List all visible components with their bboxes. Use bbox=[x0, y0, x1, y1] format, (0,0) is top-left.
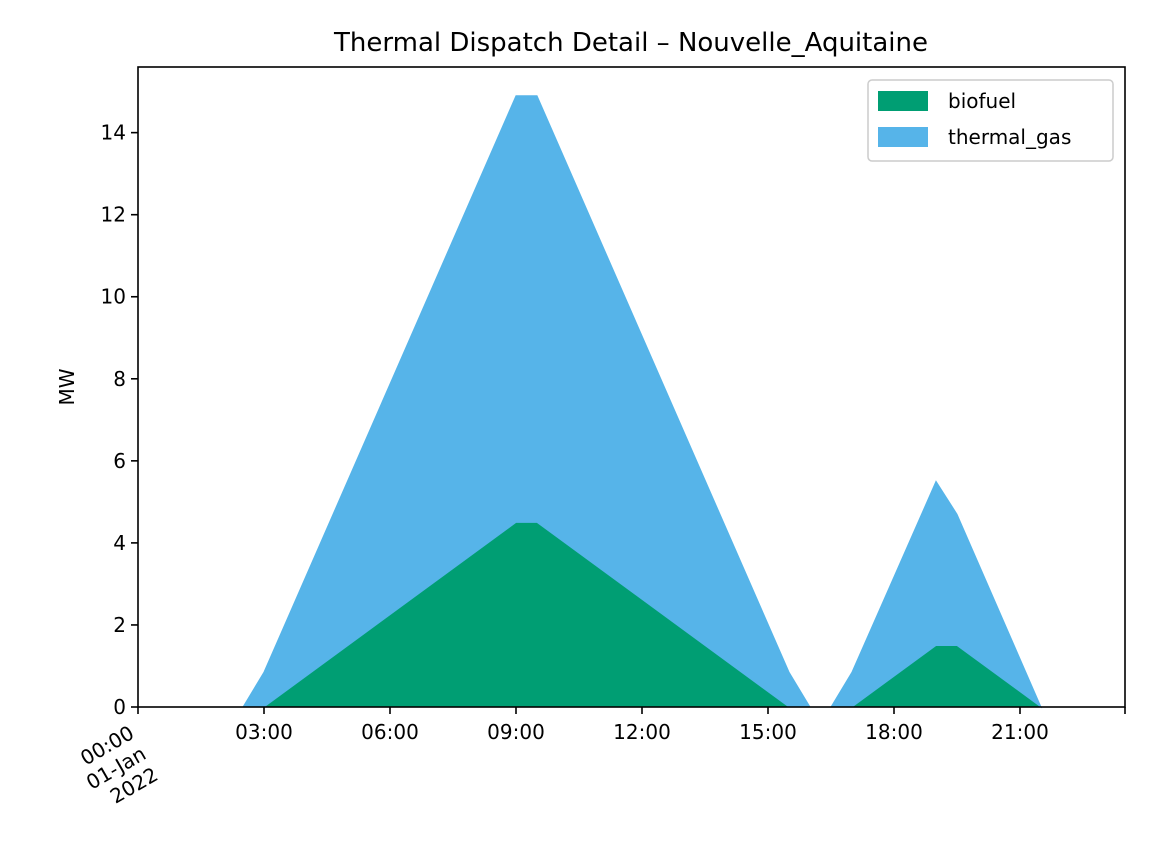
y-axis-label: MW bbox=[55, 368, 79, 405]
y-axis: 0 2 4 6 8 10 12 14 bbox=[101, 121, 138, 719]
chart-title: Thermal Dispatch Detail – Nouvelle_Aquit… bbox=[333, 28, 928, 58]
legend-box bbox=[867, 79, 1114, 162]
y-tick-label: 4 bbox=[113, 531, 126, 555]
y-tick-label: 14 bbox=[101, 121, 126, 145]
legend-label-biofuel: biofuel bbox=[948, 89, 1016, 113]
y-tick-label: 2 bbox=[113, 613, 126, 637]
plot-frame bbox=[137, 66, 1126, 708]
x-tick-label: 12:00 bbox=[613, 720, 671, 744]
x-tick-label: 03:00 bbox=[235, 720, 293, 744]
x-tick-label: 15:00 bbox=[739, 720, 797, 744]
legend-swatch-biofuel bbox=[878, 91, 928, 111]
legend-label-thermal_gas: thermal_gas bbox=[948, 125, 1071, 149]
y-tick-label: 10 bbox=[101, 285, 126, 309]
legend-swatch-thermal_gas bbox=[878, 127, 928, 147]
y-tick-label: 6 bbox=[113, 449, 126, 473]
x-tick-label: 18:00 bbox=[865, 720, 923, 744]
legend: biofuel thermal_gas bbox=[867, 79, 1114, 162]
y-tick-label: 12 bbox=[101, 203, 126, 227]
plot-areas bbox=[242, 95, 1043, 709]
y-tick-label: 0 bbox=[113, 695, 126, 719]
x-tick-label: 09:00 bbox=[487, 720, 545, 744]
y-tick-label: 8 bbox=[113, 367, 126, 391]
x-tick-label: 21:00 bbox=[991, 720, 1049, 744]
x-tick-label: 06:00 bbox=[361, 720, 419, 744]
